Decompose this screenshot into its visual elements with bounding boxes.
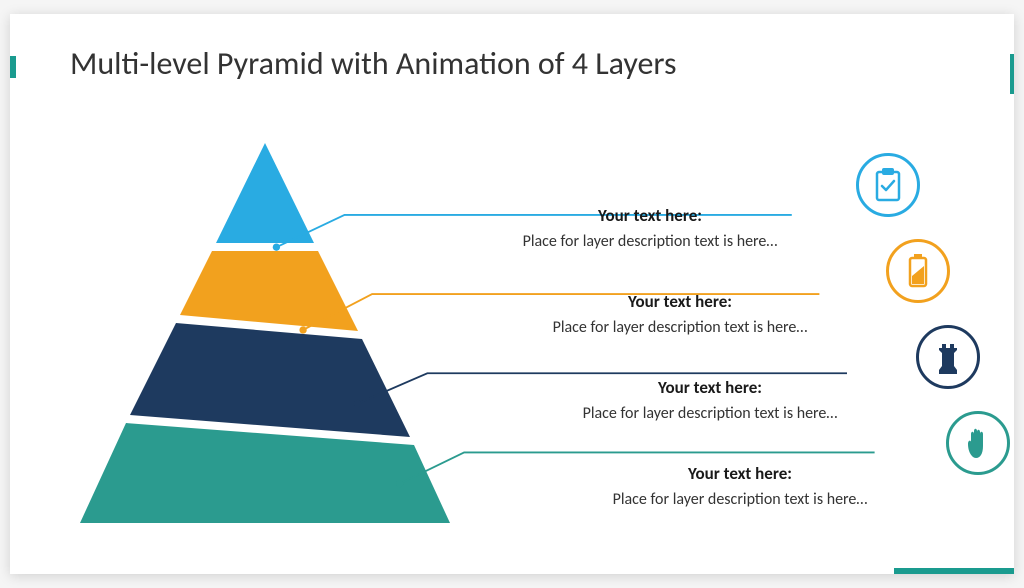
pyramid-shape [80, 143, 450, 533]
content-area: Your text here: Place for layer descript… [50, 143, 974, 563]
accent-bottom [894, 568, 1014, 574]
layer-heading: Your text here: [598, 205, 702, 226]
text-layer-4: Your text here: Place for layer descript… [520, 463, 960, 509]
chess-rook-icon [916, 325, 980, 389]
pyramid-layer-2 [180, 251, 358, 331]
text-layer-3: Your text here: Place for layer descript… [490, 377, 930, 423]
layer-heading: Your text here: [658, 377, 762, 398]
layer-desc: Place for layer description text is here… [583, 404, 838, 423]
pyramid-layer-1 [216, 143, 314, 243]
clipboard-check-icon [856, 153, 920, 217]
hand-icon [946, 411, 1010, 475]
text-layer-2: Your text here: Place for layer descript… [460, 291, 900, 337]
pyramid-layer-3 [130, 323, 410, 437]
pyramid-layer-4 [80, 423, 450, 523]
layer-heading: Your text here: [628, 291, 732, 312]
accent-left [10, 56, 16, 78]
text-layer-1: Your text here: Place for layer descript… [430, 205, 870, 251]
layer-desc: Place for layer description text is here… [523, 232, 778, 251]
accent-right [1010, 54, 1014, 94]
slide-container: Multi-level Pyramid with Animation of 4 … [10, 14, 1014, 574]
layer-desc: Place for layer description text is here… [613, 490, 868, 509]
layer-desc: Place for layer description text is here… [553, 318, 808, 337]
battery-icon [886, 239, 950, 303]
layer-heading: Your text here: [688, 463, 792, 484]
slide-title: Multi-level Pyramid with Animation of 4 … [70, 44, 974, 83]
